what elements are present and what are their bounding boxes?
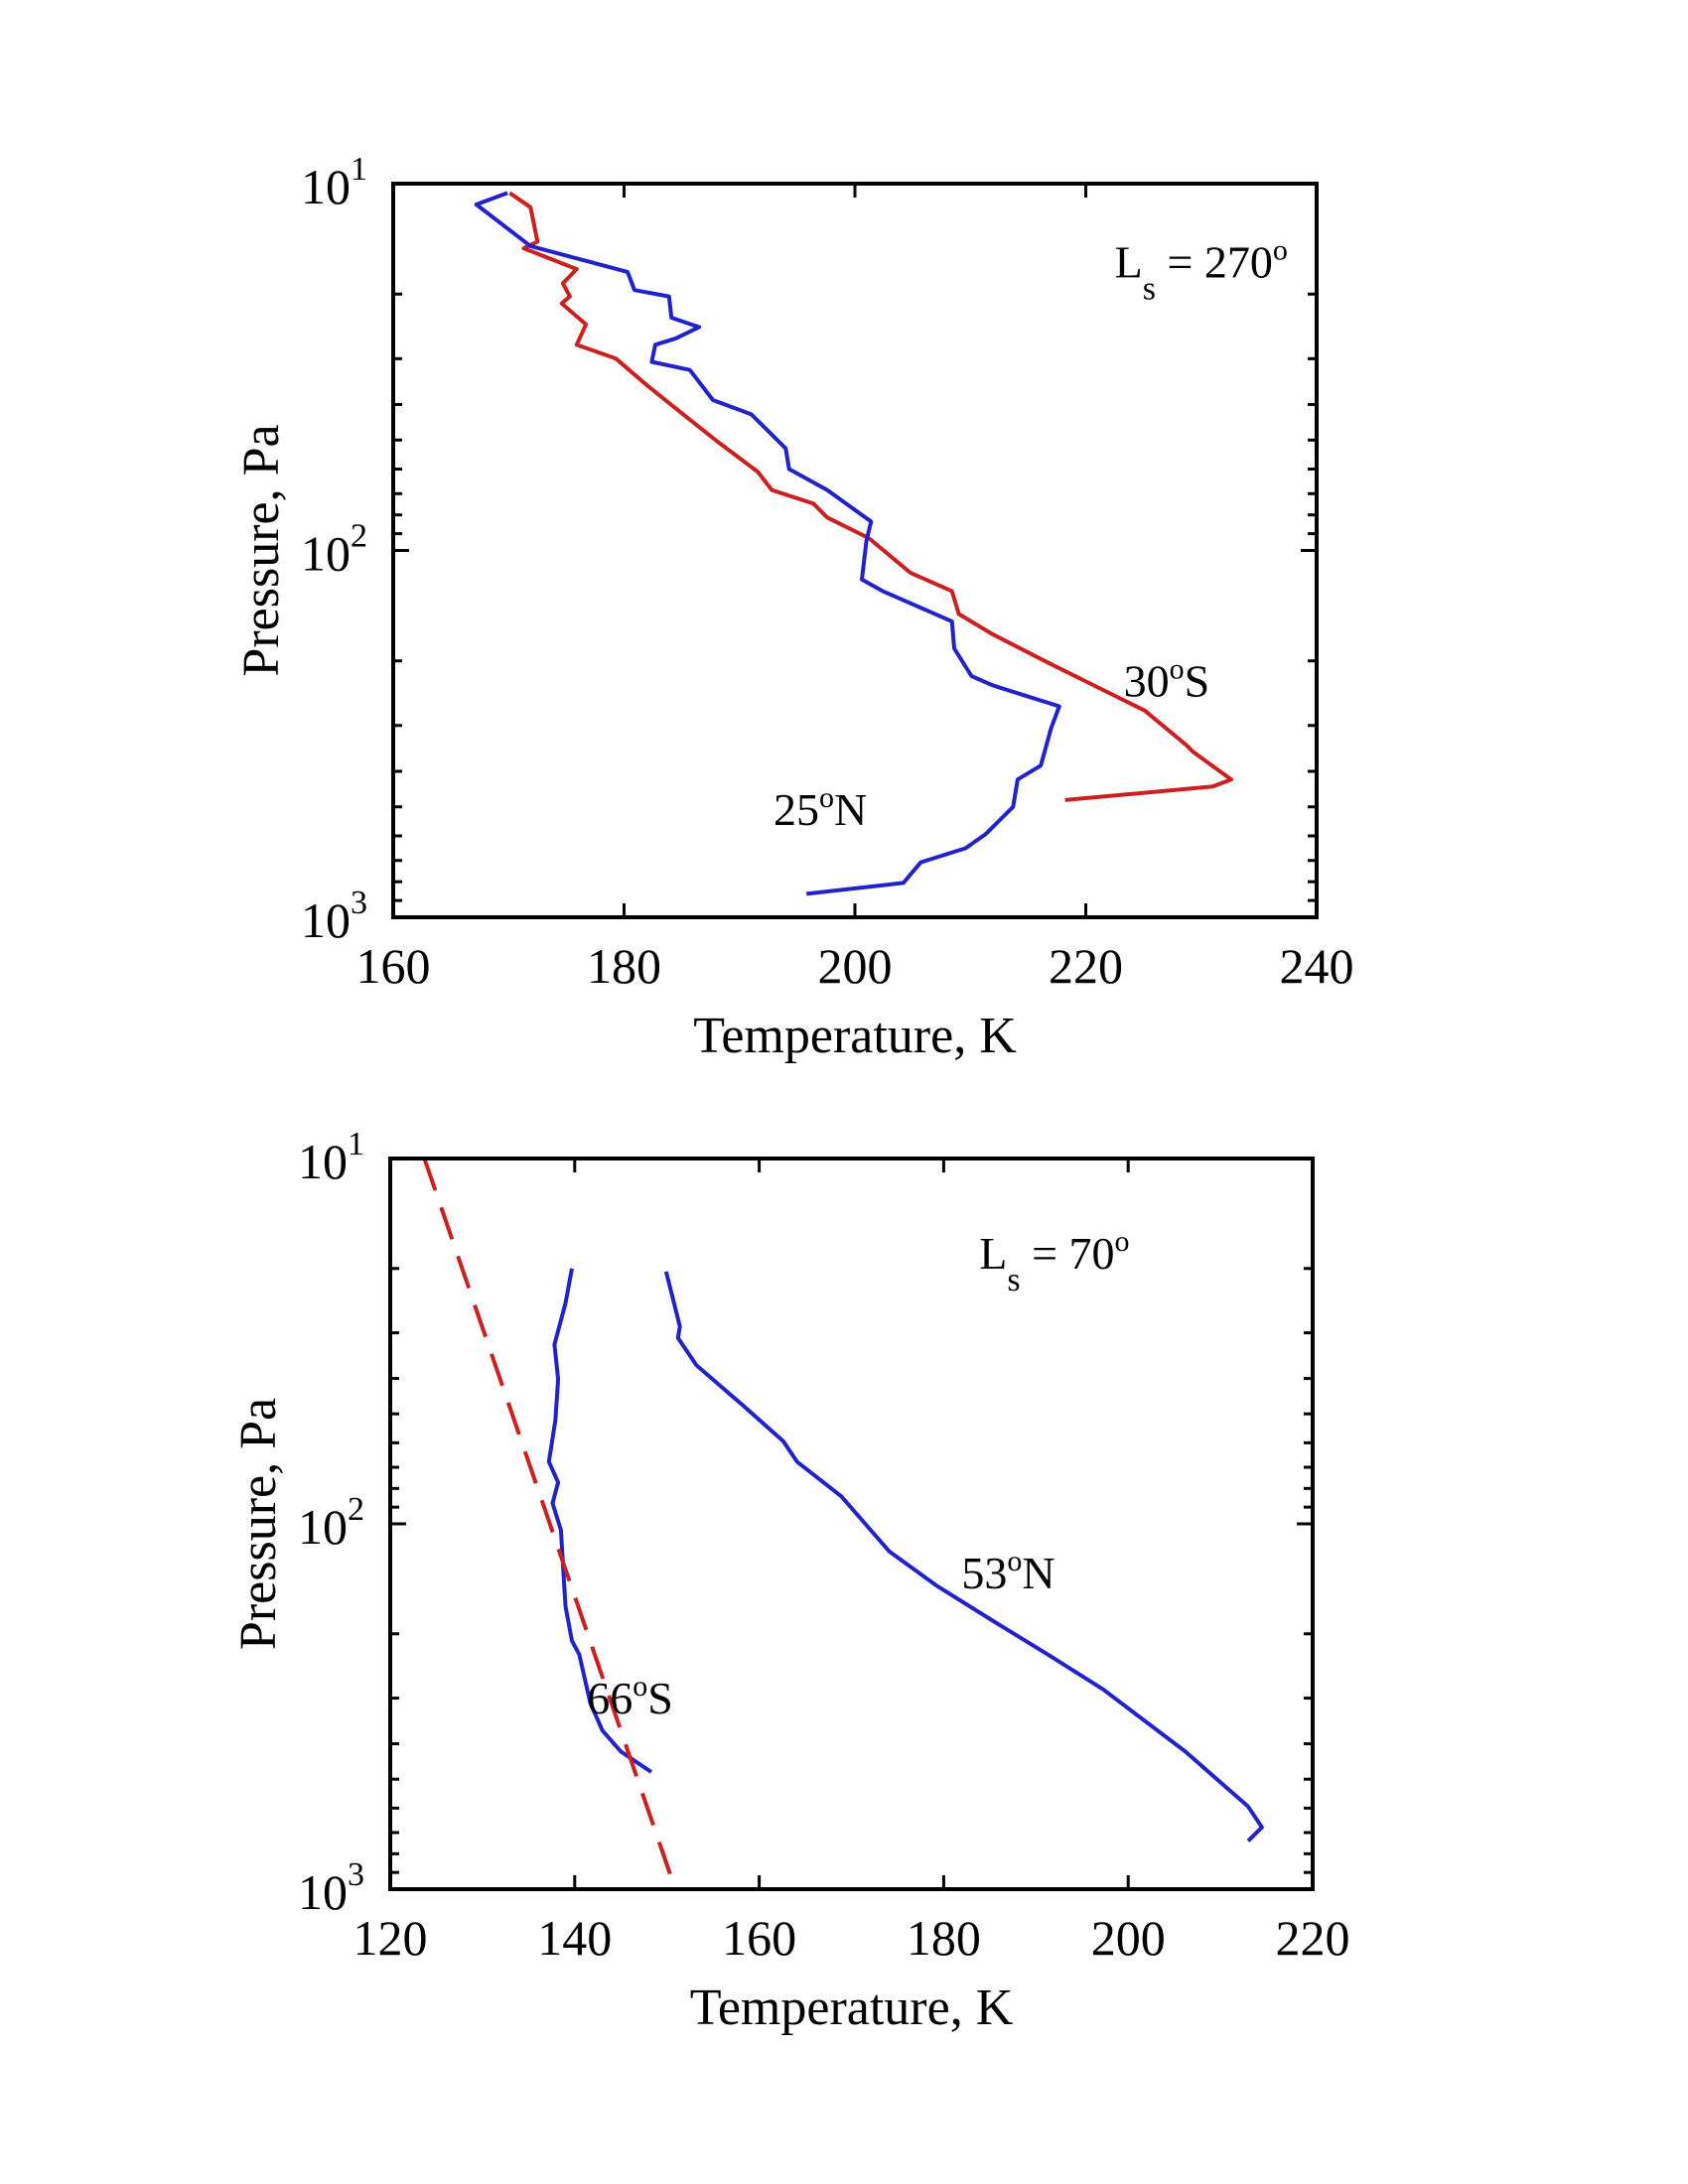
x-tick-label: 140 [537, 1910, 612, 1966]
series-label-30s: 30oS [1124, 653, 1210, 707]
x-axis-label: Temperature, K [690, 1979, 1014, 2036]
series-group [422, 1159, 1264, 1889]
series-label-hemisphere: S [1185, 656, 1210, 707]
x-tick-label: 240 [1280, 938, 1354, 994]
y-tick-label: 102 [301, 518, 367, 582]
y-tick-exponent: 2 [348, 1491, 364, 1528]
series-label-degree: o [1170, 653, 1185, 686]
series-label-number: 66 [587, 1673, 633, 1723]
x-axis-label: Temperature, K [693, 1008, 1017, 1064]
x-tick-label: 220 [1276, 1910, 1350, 1966]
series-line-25n [474, 191, 1061, 896]
x-tick-label: 180 [587, 938, 661, 994]
annotation-main: L [1115, 236, 1143, 287]
y-tick-label: 101 [301, 151, 367, 214]
y-tick-exponent: 3 [348, 1856, 364, 1893]
y-tick-base: 10 [298, 1134, 348, 1189]
series-line-30s [508, 191, 1233, 802]
series-label-hemisphere: N [834, 784, 867, 835]
series-line-dashed-reference [422, 1159, 677, 1889]
y-axis-label: Pressure, Pa [230, 1398, 287, 1650]
y-tick-label: 103 [298, 1856, 364, 1920]
x-tick-label: 160 [356, 938, 431, 994]
series-group [474, 191, 1233, 896]
season-annotation: Ls = 70o [979, 1225, 1129, 1298]
annotation-degree: o [1273, 233, 1288, 266]
annotation-subscript: s [1007, 1262, 1020, 1298]
series-label-number: 53 [961, 1548, 1007, 1598]
x-tick-label: 180 [907, 1910, 981, 1966]
series-label-hemisphere: S [647, 1673, 673, 1723]
annotation-main: L [979, 1228, 1007, 1279]
series-label-hemisphere: N [1022, 1548, 1055, 1598]
y-tick-base: 10 [298, 1864, 348, 1920]
y-tick-exponent: 1 [348, 1126, 364, 1162]
x-tick-label: 200 [818, 938, 893, 994]
series-line-53n [663, 1271, 1264, 1843]
y-tick-base: 10 [301, 892, 351, 948]
series-label-number: 30 [1124, 656, 1170, 707]
series-label-number: 25 [774, 784, 819, 835]
y-tick-base: 10 [301, 159, 351, 214]
series-label-66s: 66oS [587, 1670, 673, 1723]
y-tick-base: 10 [298, 1499, 348, 1555]
y-axis-label: Pressure, Pa [233, 424, 290, 676]
series-label-25n: 25oN [774, 781, 867, 835]
season-annotation: Ls = 270o [1115, 233, 1288, 307]
x-tick-label: 160 [722, 1910, 796, 1966]
series-label-degree: o [1007, 1545, 1022, 1577]
annotation-value: = 70 [1021, 1228, 1115, 1279]
y-tick-base: 10 [301, 526, 351, 582]
axes-frame [388, 1157, 1315, 1891]
annotation-subscript: s [1143, 270, 1156, 307]
y-tick-exponent: 1 [351, 151, 367, 188]
y-tick-label: 101 [298, 1126, 364, 1189]
x-tick-label: 120 [353, 1910, 428, 1966]
annotation-value: = 270 [1156, 236, 1273, 287]
annotation-degree: o [1115, 1225, 1130, 1258]
series-line-66s [546, 1268, 653, 1774]
x-tick-label: 200 [1091, 1910, 1166, 1966]
series-label-degree: o [819, 781, 834, 814]
x-tick-label: 220 [1049, 938, 1123, 994]
y-tick-exponent: 2 [351, 518, 367, 555]
series-label-degree: o [633, 1670, 647, 1703]
y-tick-exponent: 3 [351, 885, 367, 921]
series-label-53n: 53oN [961, 1545, 1055, 1598]
y-tick-label: 102 [298, 1491, 364, 1555]
y-tick-label: 103 [301, 885, 367, 948]
